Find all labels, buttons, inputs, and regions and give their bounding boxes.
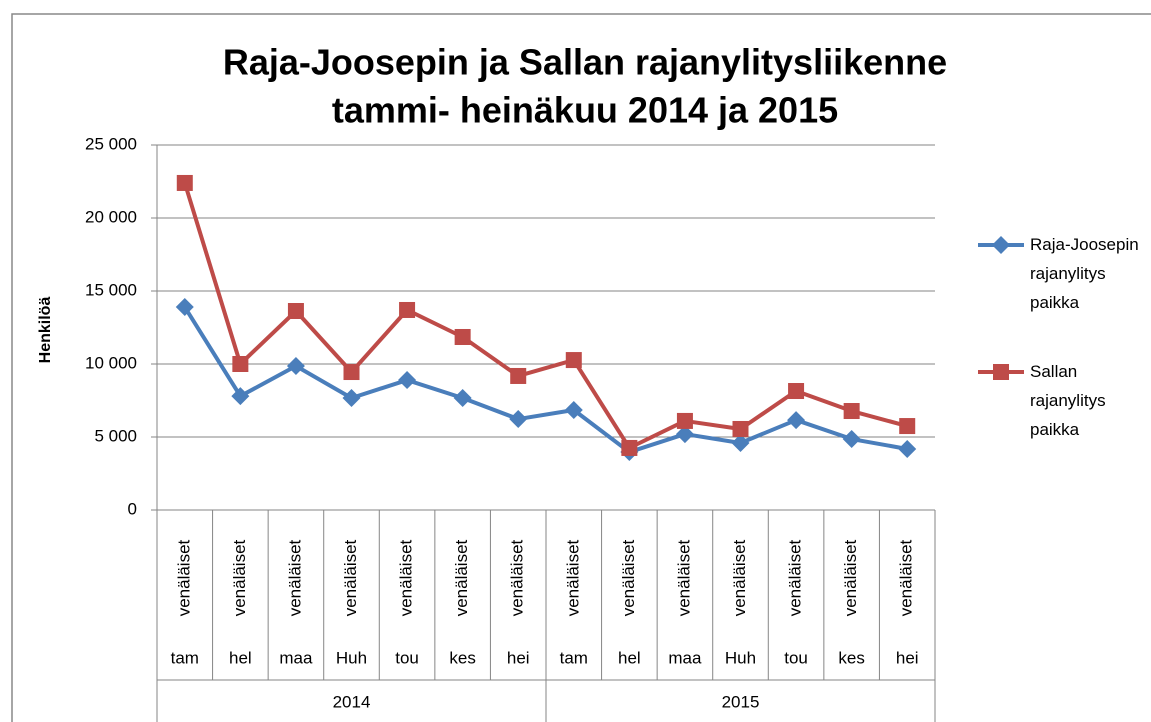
y-axis-label: Henkilöä bbox=[37, 297, 54, 364]
marker bbox=[992, 236, 1010, 254]
marker bbox=[675, 425, 694, 444]
x-tick-label: kes bbox=[449, 648, 475, 667]
marker bbox=[621, 439, 638, 456]
category-inner-label: venäläiset bbox=[341, 539, 360, 616]
x-tick-label: tou bbox=[784, 648, 808, 667]
marker bbox=[453, 389, 472, 408]
category-inner-label: venäläiset bbox=[508, 539, 527, 616]
y-tick-label: 0 bbox=[128, 499, 137, 518]
category-inner-label: venäläiset bbox=[563, 539, 582, 616]
marker bbox=[899, 418, 916, 435]
marker bbox=[509, 410, 528, 429]
marker bbox=[993, 364, 1009, 380]
x-tick-label: tam bbox=[560, 648, 588, 667]
marker bbox=[565, 352, 582, 369]
category-inner-label: venäläiset bbox=[786, 539, 805, 616]
category-inner-label: venäläiset bbox=[285, 539, 304, 616]
x-tick-label: maa bbox=[668, 648, 702, 667]
marker bbox=[287, 303, 304, 320]
category-inner-label: venäläiset bbox=[674, 539, 693, 616]
x-tick-label: hel bbox=[229, 648, 252, 667]
y-tick-label: 20 000 bbox=[85, 207, 137, 226]
x-tick-label: hei bbox=[896, 648, 919, 667]
marker bbox=[788, 383, 805, 400]
marker bbox=[842, 430, 861, 449]
marker bbox=[398, 371, 417, 390]
category-inner-label: venäläiset bbox=[397, 539, 416, 616]
y-tick-label: 5 000 bbox=[94, 426, 137, 445]
marker bbox=[399, 301, 416, 318]
x-tick-label: maa bbox=[279, 648, 313, 667]
marker bbox=[564, 400, 583, 419]
marker bbox=[843, 403, 860, 420]
x-tick-label: hei bbox=[507, 648, 530, 667]
x-tick-label: Huh bbox=[336, 648, 367, 667]
category-inner-label: venäläiset bbox=[230, 539, 249, 616]
x-tick-label: hel bbox=[618, 648, 641, 667]
legend-label: Sallan rajanylitys paikka bbox=[1030, 362, 1106, 439]
marker bbox=[232, 356, 249, 372]
category-group-label: 2015 bbox=[722, 692, 760, 711]
series-line bbox=[183, 306, 908, 455]
x-tick-label: kes bbox=[838, 648, 864, 667]
marker bbox=[343, 364, 360, 381]
x-tick-label: tam bbox=[171, 648, 199, 667]
marker bbox=[286, 357, 305, 376]
chart-title: Raja-Joosepin ja Sallan rajanylitysliike… bbox=[223, 42, 947, 83]
marker bbox=[787, 411, 806, 430]
x-tick-label: Huh bbox=[725, 648, 756, 667]
category-inner-label: venäläiset bbox=[730, 539, 749, 616]
y-tick-label: 10 000 bbox=[85, 353, 137, 372]
category-group-label: 2014 bbox=[333, 692, 371, 711]
marker bbox=[510, 367, 527, 384]
category-inner-label: venäläiset bbox=[897, 539, 916, 616]
category-inner-label: venäläiset bbox=[619, 539, 638, 616]
series-line bbox=[182, 182, 908, 450]
chart-title: tammi- heinäkuu 2014 ja 2015 bbox=[332, 90, 838, 131]
category-inner-label: venäläiset bbox=[841, 539, 860, 616]
frame bbox=[11, 13, 1151, 722]
marker bbox=[731, 433, 750, 452]
marker bbox=[176, 174, 193, 191]
marker bbox=[454, 328, 471, 345]
y-tick-label: 25 000 bbox=[85, 134, 137, 153]
marker bbox=[732, 420, 749, 437]
category-inner-label: venäläiset bbox=[452, 539, 471, 616]
marker bbox=[175, 298, 194, 317]
x-tick-label: tou bbox=[395, 648, 419, 667]
marker bbox=[676, 412, 693, 429]
y-tick-label: 15 000 bbox=[85, 280, 137, 299]
legend-label: Raja-Joosepin rajanylitys paikka bbox=[1030, 235, 1139, 312]
category-inner-label: venäläiset bbox=[174, 539, 193, 616]
marker bbox=[231, 387, 250, 406]
marker bbox=[342, 389, 361, 408]
marker bbox=[898, 439, 917, 458]
